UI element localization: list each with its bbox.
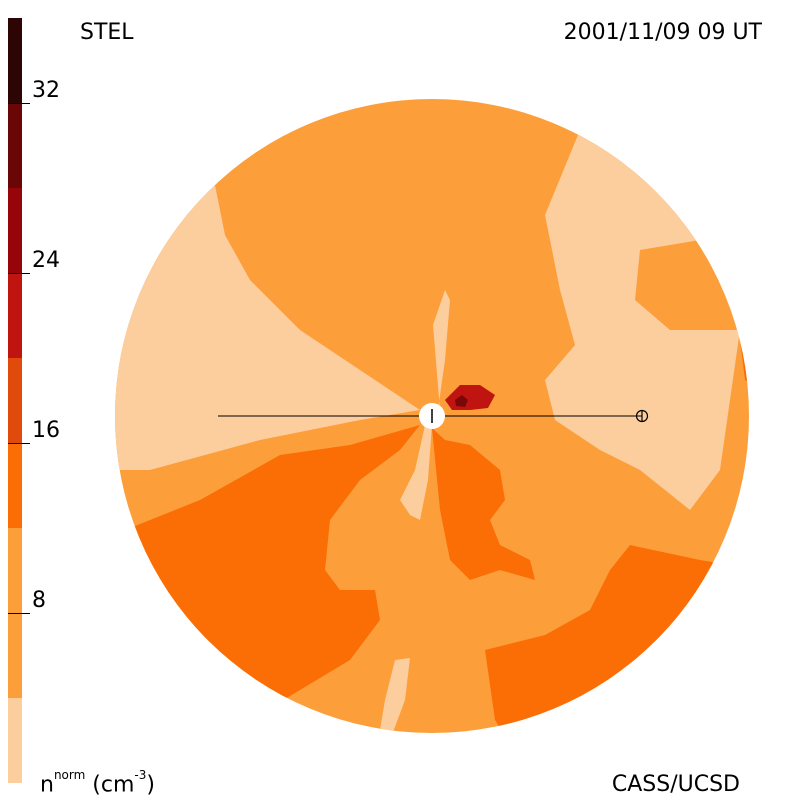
colorbar-units-open: (cm (85, 772, 135, 798)
colorbar-units-close: ) (146, 772, 155, 798)
colorbar-symbol: n (40, 772, 54, 798)
colorbar-tick-label: 8 (32, 588, 46, 613)
timestamp-label: 2001/11/09 09 UT (563, 20, 762, 45)
colorbar-segment-6 (8, 103, 22, 188)
colorbar-segment-7 (8, 18, 22, 103)
colorbar-units-sup: -3 (134, 768, 147, 782)
colorbar-segment-5 (8, 188, 22, 273)
colorbar-segment-2 (8, 443, 22, 528)
colorbar-segment-0 (8, 698, 22, 783)
medium-region-south-center (432, 428, 535, 580)
lightest-spike-north (433, 290, 450, 410)
colorbar-tick-label: 16 (32, 418, 60, 443)
colorbar-tick-mark (8, 102, 30, 104)
colorbar-tick-mark (8, 612, 30, 614)
colorbar-segment-4 (8, 273, 22, 358)
colorbar-title: nnorm (cm-3) (40, 768, 155, 798)
observer-label: STEL (80, 20, 134, 45)
lightest-spike-south (400, 425, 432, 520)
colorbar-tick-label: 24 (32, 248, 60, 273)
credit-label: CASS/UCSD (611, 772, 740, 797)
lightest-patch-south (380, 658, 410, 733)
colorbar-tick-mark (8, 442, 30, 444)
colorbar-superscript: norm (53, 768, 86, 782)
colorbar-tick-label: 32 (32, 78, 60, 103)
lightest-region-west (115, 160, 420, 470)
colorbar-segment-3 (8, 358, 22, 443)
colorbar-tick-mark (8, 272, 30, 274)
peak-density-core (455, 395, 468, 407)
